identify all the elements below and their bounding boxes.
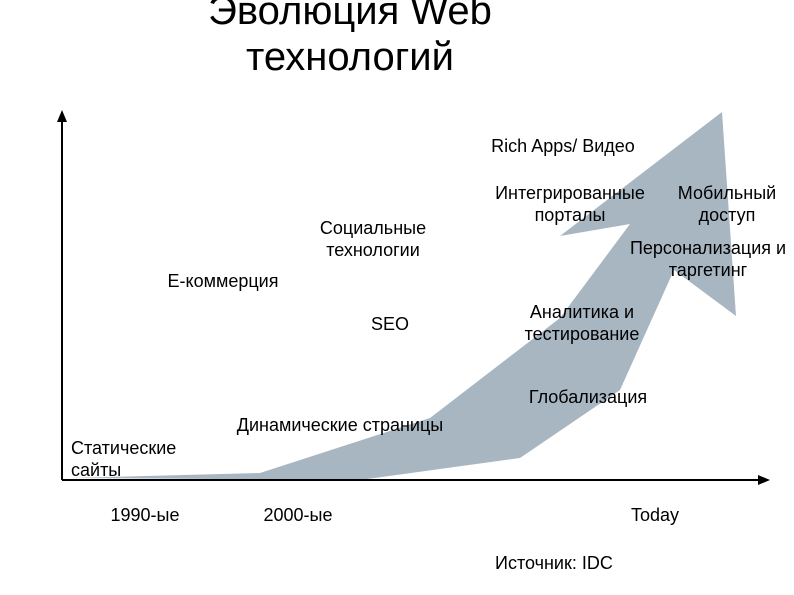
xaxis-x-2000: 2000-ые (243, 505, 353, 526)
label-ecommerce: E-коммерция (148, 271, 298, 293)
label-rich-apps: Rich Apps/ Видео (463, 136, 663, 158)
source-citation: Источник: IDC (495, 553, 613, 574)
label-analytics: Аналитика и тестирование (502, 302, 662, 345)
xaxis-x-today: Today (600, 505, 710, 526)
label-dynamic: Динамические страницы (210, 415, 470, 437)
label-social: Социальные технологии (298, 218, 448, 261)
label-mobile: Мобильный доступ (662, 183, 792, 226)
label-integrated: Интегрированные порталы (475, 183, 665, 226)
page-title: Эволюция Web технологий (100, 0, 600, 80)
label-personal: Персонализация и таргетинг (613, 238, 794, 281)
label-seo: SEO (350, 314, 430, 336)
label-global: Глобализация (508, 387, 668, 409)
diagram-stage: Эволюция Web технологий Rich Apps/ Видео… (0, 0, 794, 595)
xaxis-x-1990: 1990-ые (90, 505, 200, 526)
label-static: Статические сайты (71, 438, 211, 481)
